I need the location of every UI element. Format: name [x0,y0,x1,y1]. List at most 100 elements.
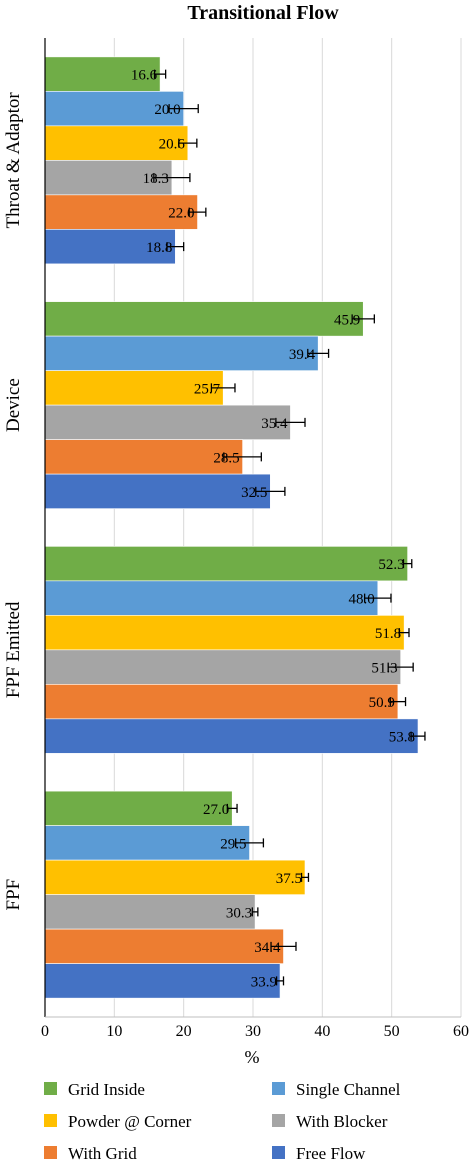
legend-swatch [44,1114,57,1127]
error-bar [168,104,199,114]
bar [44,615,405,651]
bar [44,825,250,861]
bar [44,928,284,964]
x-tick-label: 30 [245,1023,261,1040]
data-label: 53.8 [389,730,415,746]
data-label: 48.0 [349,592,375,608]
legend-label: Free Flow [296,1144,366,1163]
data-label: 25.7 [194,381,221,397]
error-bar [153,69,167,79]
legend-item: With Grid [44,1144,137,1163]
error-bar [410,731,426,741]
bar [44,894,256,930]
error-bar [363,593,392,603]
data-label: 30.3 [226,905,252,921]
x-tick-label: 10 [106,1023,122,1040]
data-label: 50.9 [369,695,395,711]
bar [44,580,379,616]
data-label: 20.6 [159,137,186,153]
bars: 16.6 20.0 20.6 18.3 22.0 18.8 45.9 39.4 25.7 35.4… [44,56,426,999]
error-bar [398,628,410,638]
data-label: 18.8 [146,240,172,256]
data-label: 22.0 [168,206,194,222]
error-bar [188,207,207,217]
error-bar [226,803,238,813]
category-label: FPF [3,879,24,911]
data-label: 52.3 [378,557,404,573]
legend-swatch [44,1146,57,1159]
bar [44,546,408,582]
data-label: 29.5 [220,836,246,852]
legend-swatch [272,1114,285,1127]
data-label: 28.5 [213,450,239,466]
bar [44,301,364,337]
data-label: 20.0 [154,102,180,118]
x-tick-label: 40 [314,1023,330,1040]
error-bar [210,383,236,393]
bar [44,125,189,161]
bar [44,684,399,720]
legend-swatch [272,1082,285,1095]
category-label: Device [3,378,24,432]
bar [44,335,319,371]
error-bar [351,314,375,324]
legend-swatch [272,1146,285,1159]
data-label: 51.8 [375,626,401,642]
legend-item: Single Channel [272,1080,401,1099]
bar [44,963,281,999]
error-bar [387,662,414,672]
data-label: 39.4 [289,347,316,363]
bar [44,404,291,440]
error-bar [300,872,310,882]
bar [44,160,173,196]
chart-title: Transitional Flow [187,2,339,24]
bar [44,229,176,265]
error-bar [178,138,198,148]
legend-label: With Blocker [296,1112,388,1131]
error-bar [275,417,306,427]
data-label: 45.9 [334,312,360,328]
x-tick-label: 20 [176,1023,192,1040]
x-tick-label: 0 [41,1023,49,1040]
data-label: 16.6 [131,68,158,84]
data-label: 37.5 [276,871,302,887]
error-bar [251,907,259,917]
legend-swatch [44,1082,57,1095]
bar [44,790,233,826]
error-bar [270,941,297,951]
data-label: 33.9 [251,974,277,990]
data-label: 51.3 [371,661,397,677]
error-bar [235,838,265,848]
bar [44,859,306,895]
category-label: FPF Emitted [3,601,24,698]
data-label: 34.4 [254,940,281,956]
data-label: 18.3 [143,171,169,187]
legend-label: Single Channel [296,1080,401,1099]
data-label: 32.5 [241,485,267,501]
legend-item: Free Flow [272,1144,366,1163]
category-label: Throat & Adaptor [3,92,24,229]
error-bar [275,976,285,986]
error-bar [223,452,262,462]
error-bar [255,486,286,496]
legend-item: Powder @ Corner [44,1112,192,1131]
bar [44,649,401,685]
error-bar [389,697,407,707]
error-bar [402,559,413,569]
legend-label: Powder @ Corner [68,1112,192,1131]
x-axis-label: % [245,1047,260,1067]
bar [44,439,243,475]
legend-item: Grid Inside [44,1080,145,1099]
x-tick-label: 60 [453,1023,469,1040]
error-bar [307,348,330,358]
bar [44,473,271,509]
axes: 0 10 20 30 40 50 60 Throat & Adaptor Device FPF E… [3,38,469,1040]
legend-label: Grid Inside [68,1080,145,1099]
error-bar [166,242,185,252]
bar [44,718,419,754]
legend-label: With Grid [68,1144,137,1163]
error-bar [153,173,191,183]
x-tick-label: 50 [384,1023,400,1040]
data-label: 35.4 [261,416,288,432]
